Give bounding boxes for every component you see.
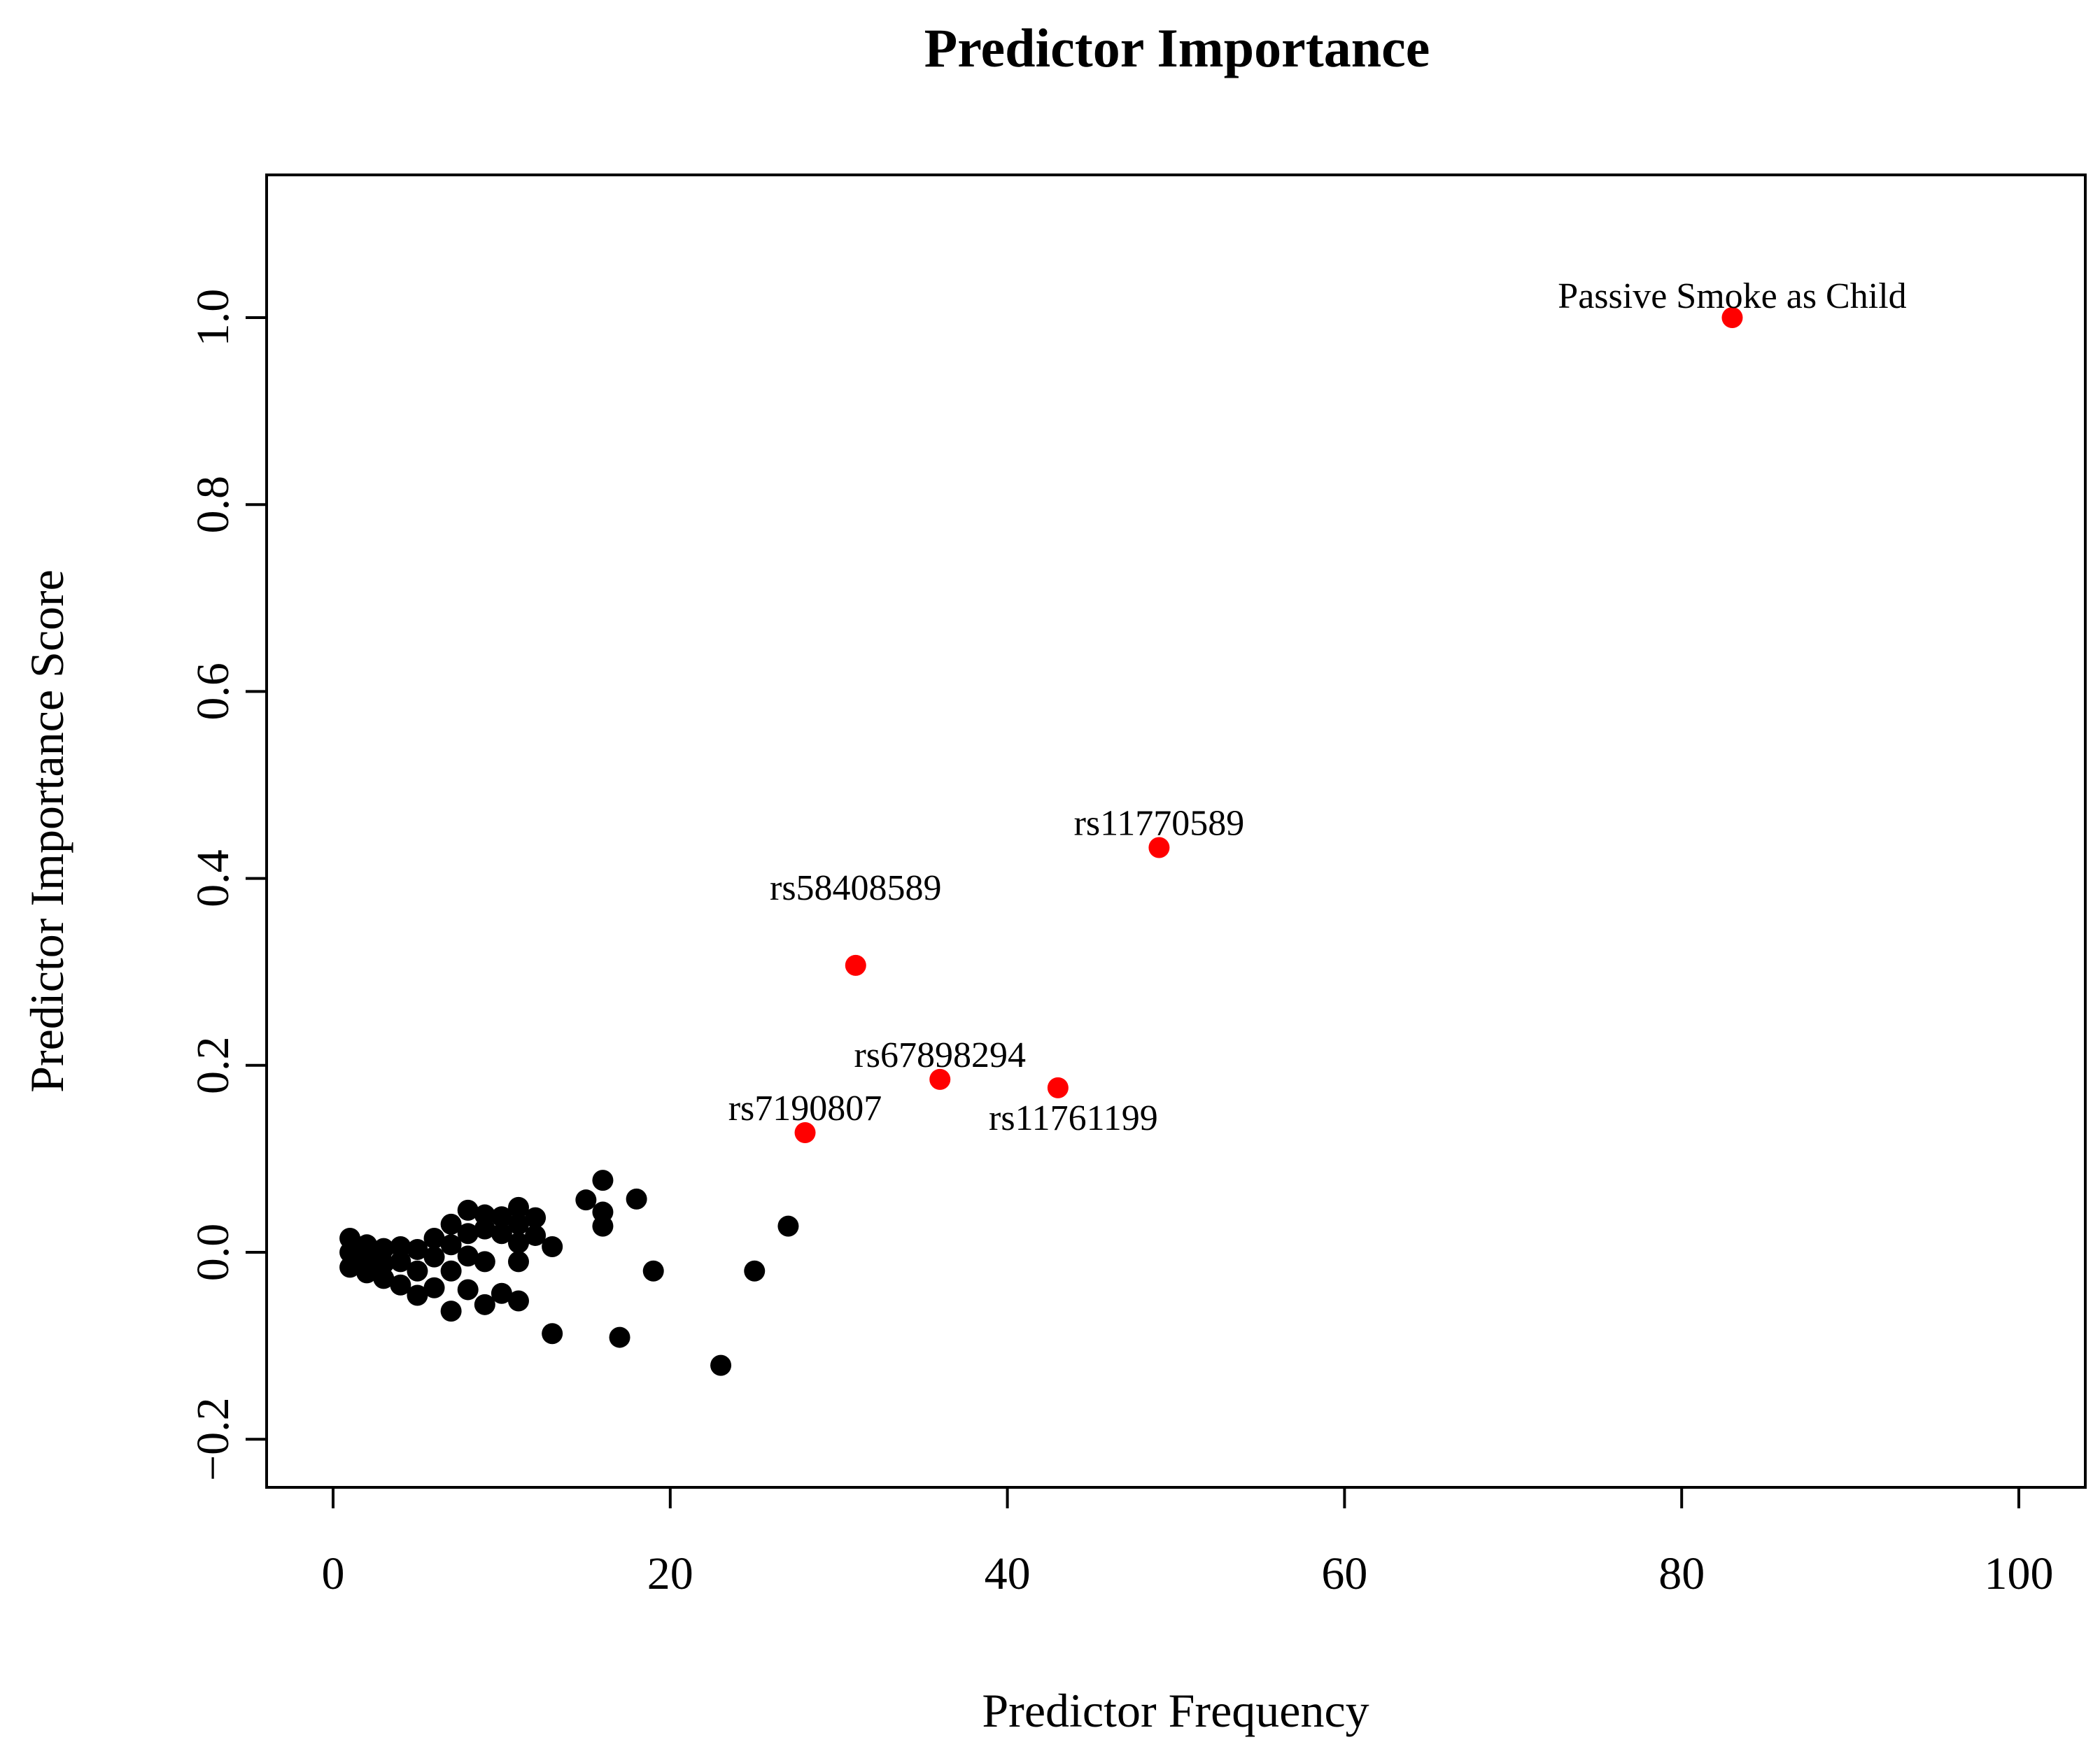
data-point (507, 1196, 529, 1218)
data-point (407, 1260, 428, 1282)
data-point (457, 1245, 479, 1267)
data-point (507, 1232, 529, 1254)
data-point (609, 1326, 630, 1348)
data-point (423, 1246, 445, 1268)
y-tick-label: −0.2 (188, 1397, 239, 1481)
data-point (423, 1227, 445, 1249)
x-tick-label: 20 (647, 1548, 693, 1599)
data-point (440, 1260, 462, 1282)
x-tick-label: 0 (322, 1548, 345, 1599)
data-point (575, 1189, 597, 1211)
data-point (356, 1262, 378, 1284)
data-point (373, 1253, 395, 1275)
data-point (744, 1260, 766, 1282)
y-tick-label: 0.2 (188, 1037, 239, 1095)
y-tick-label: 1.0 (188, 289, 239, 347)
data-point (339, 1256, 361, 1278)
data-point (642, 1260, 664, 1282)
data-point (440, 1301, 462, 1322)
data-point (525, 1224, 547, 1246)
x-tick-label: 100 (1985, 1548, 2054, 1599)
data-point (339, 1242, 361, 1263)
data-point (440, 1213, 462, 1235)
x-axis: 0 20 40 60 80 100 (322, 1486, 2054, 1599)
data-point (390, 1274, 411, 1296)
data-point (373, 1268, 395, 1289)
data-point (491, 1206, 512, 1228)
point-label: rs58408589 (770, 868, 942, 908)
data-point (507, 1290, 529, 1312)
point-label: rs11770589 (1074, 804, 1245, 844)
y-tick-label: 0.0 (188, 1224, 239, 1282)
point-label: rs11761199 (989, 1098, 1158, 1138)
data-point (390, 1251, 411, 1273)
highlighted-point (1148, 837, 1170, 858)
data-point (710, 1354, 732, 1376)
point-label: rs7190807 (728, 1089, 882, 1128)
data-point (491, 1223, 512, 1245)
data-point (592, 1215, 614, 1237)
data-point (542, 1323, 563, 1345)
highlighted-point (794, 1121, 816, 1143)
data-point (373, 1238, 395, 1259)
data-point (356, 1246, 378, 1268)
data-point (474, 1218, 495, 1240)
data-point (507, 1213, 529, 1235)
y-axis: −0.2 0.0 0.2 0.4 0.6 0.8 1.0 (188, 289, 268, 1481)
data-point (474, 1294, 495, 1315)
point-labels: Passive Smoke as Child rs11770589 rs584085… (728, 276, 1907, 1138)
data-point (542, 1235, 563, 1257)
data-point (423, 1277, 445, 1298)
data-points (339, 307, 1743, 1376)
x-tick-label: 40 (985, 1548, 1031, 1599)
data-point (390, 1235, 411, 1257)
point-label: Passive Smoke as Child (1558, 276, 1906, 316)
data-point (592, 1170, 614, 1191)
data-point (457, 1223, 479, 1245)
highlighted-point (1721, 307, 1743, 328)
data-point (474, 1251, 495, 1273)
data-point (626, 1188, 647, 1210)
chart-title: Predictor Importance (924, 17, 1430, 78)
data-point (777, 1215, 799, 1237)
data-point (407, 1238, 428, 1260)
y-tick-label: 0.4 (188, 849, 239, 907)
data-point (525, 1207, 547, 1229)
data-point (507, 1251, 529, 1273)
point-label: rs67898294 (854, 1035, 1026, 1075)
highlighted-point (845, 954, 866, 976)
x-tick-label: 80 (1658, 1548, 1705, 1599)
x-tick-label: 60 (1321, 1548, 1367, 1599)
y-axis-label: Predictor Importance Score (20, 569, 73, 1093)
x-axis-label: Predictor Frequency (982, 1684, 1369, 1737)
data-point (440, 1234, 462, 1256)
data-point (457, 1279, 479, 1301)
y-tick-label: 0.6 (188, 663, 239, 721)
data-point (491, 1282, 512, 1304)
data-point (407, 1284, 428, 1306)
data-point (457, 1199, 479, 1221)
y-tick-label: 0.8 (188, 476, 239, 534)
highlighted-point (929, 1068, 951, 1090)
highlighted-point (1047, 1077, 1069, 1098)
